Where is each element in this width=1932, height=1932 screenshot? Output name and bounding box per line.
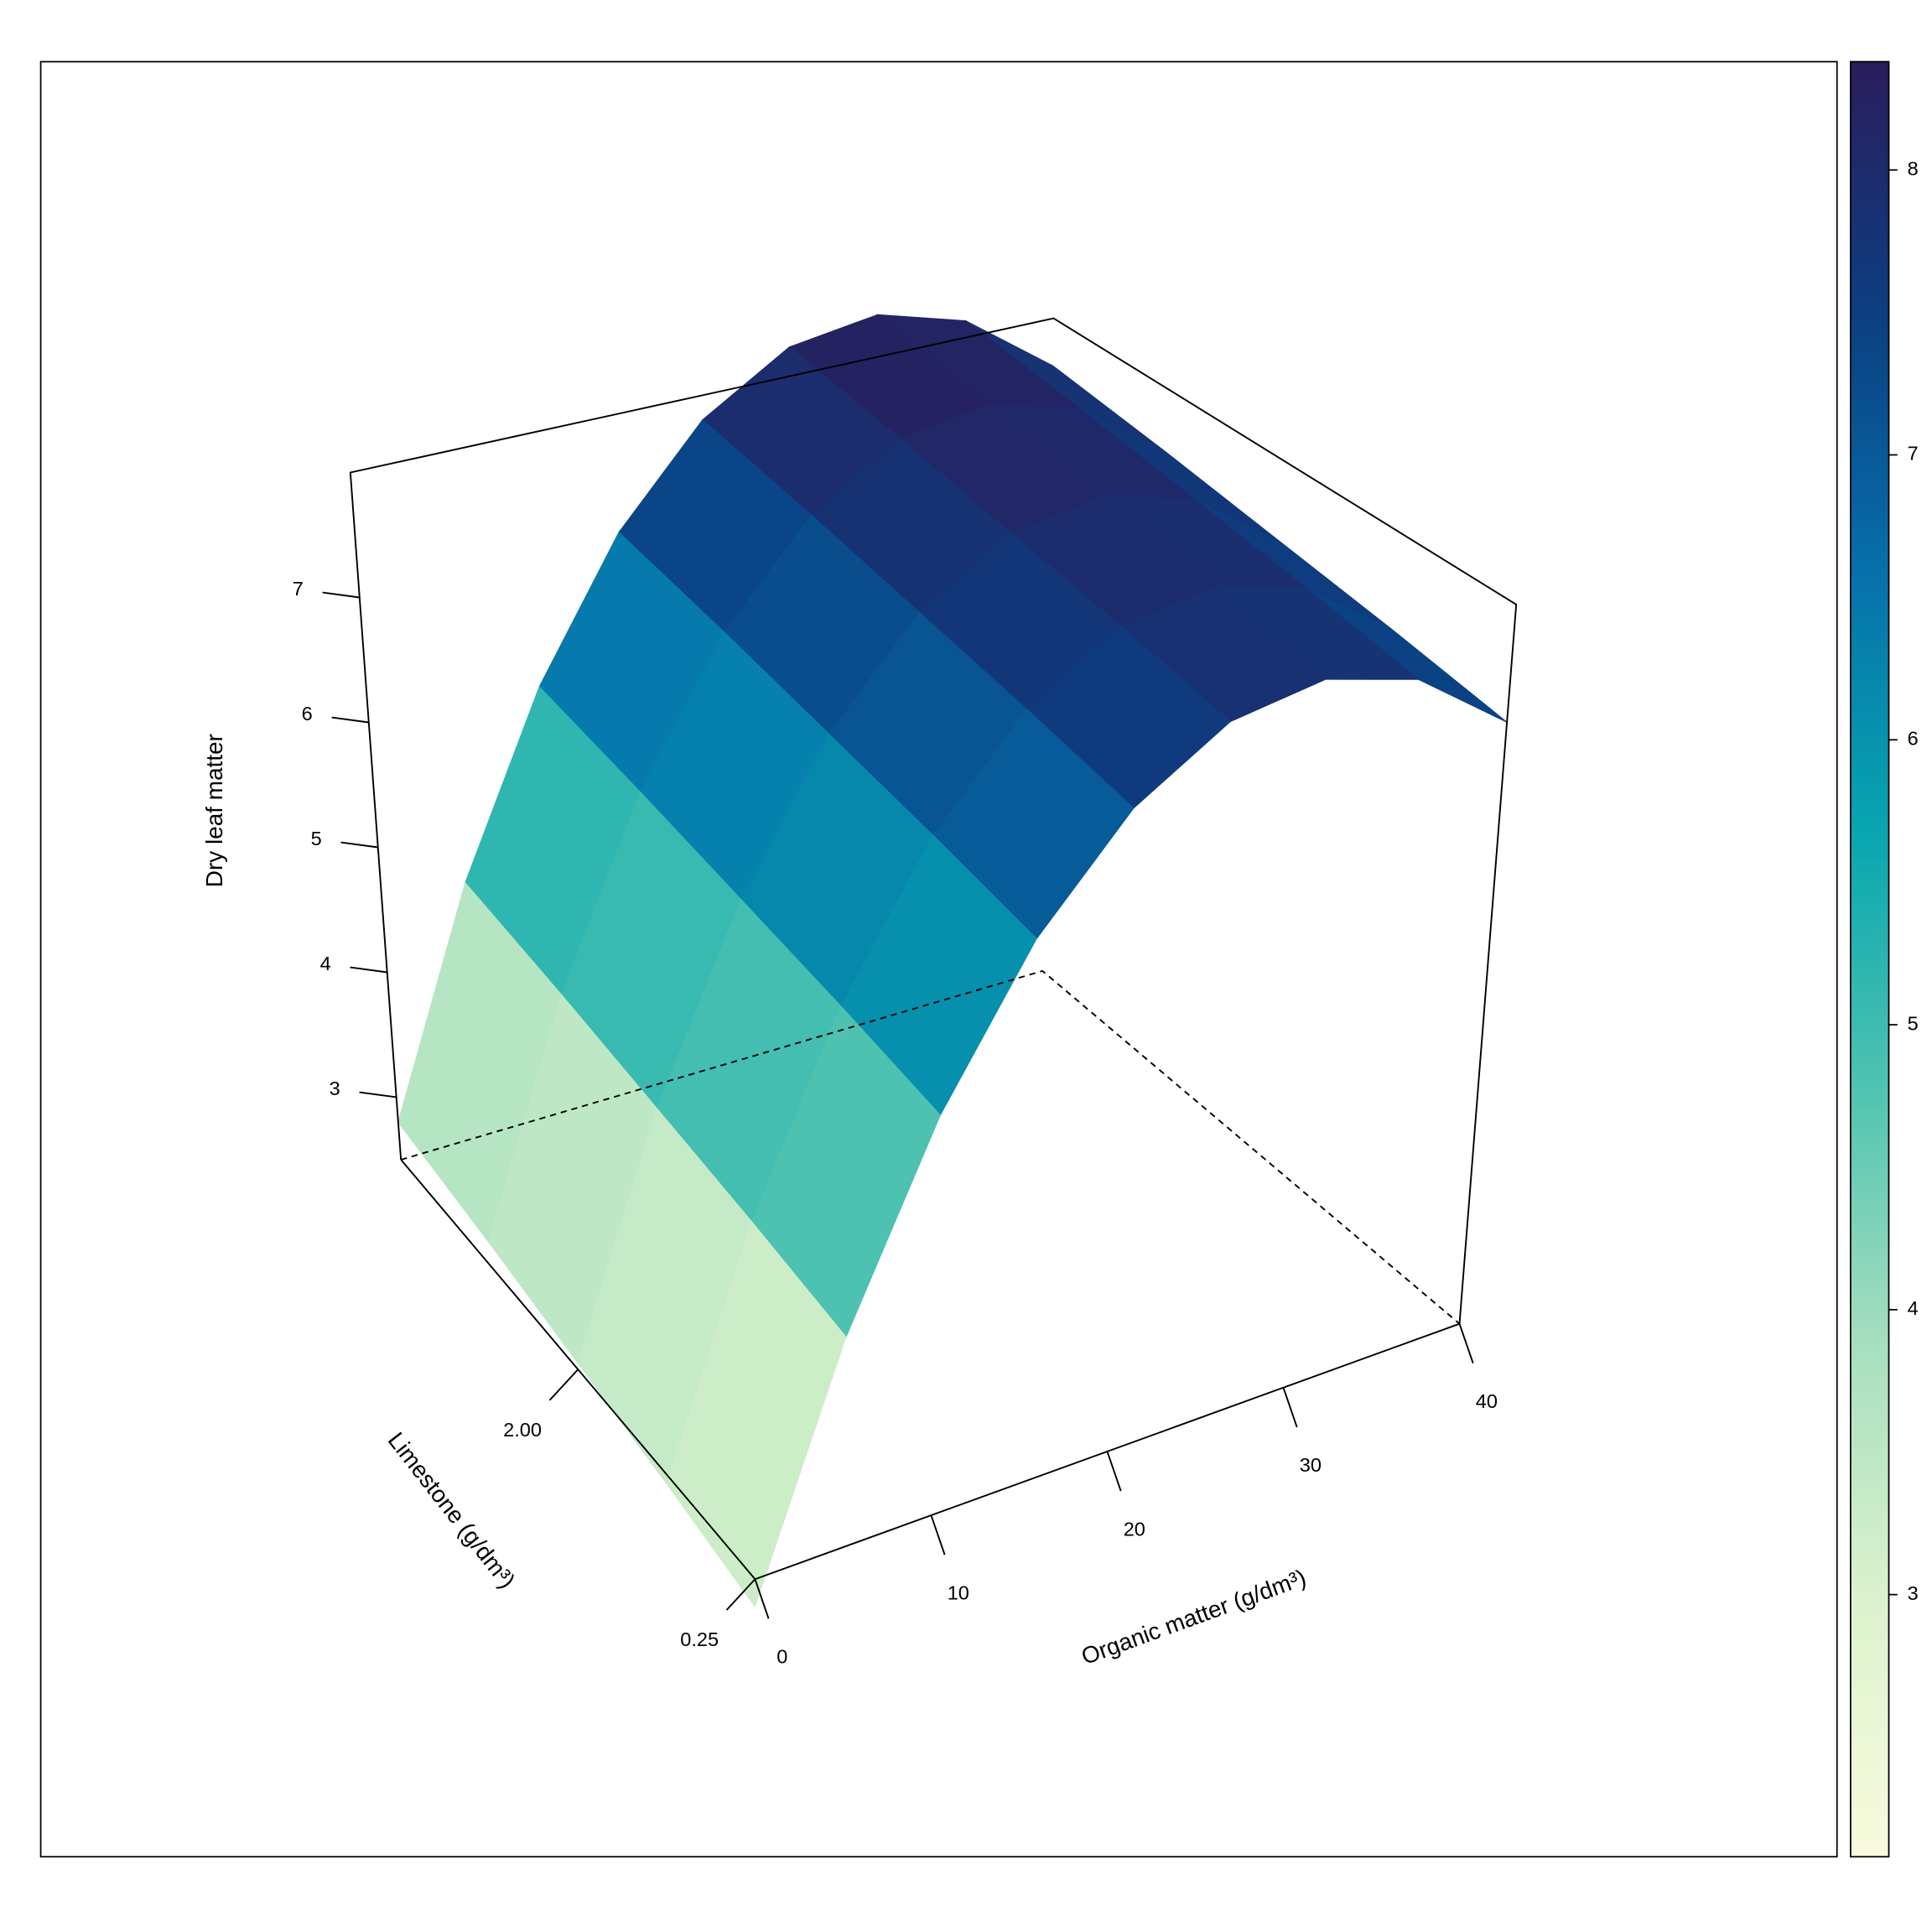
z-tick	[331, 716, 369, 724]
y-tick	[725, 1578, 756, 1611]
x-tick	[1458, 1323, 1474, 1364]
z-tick-label: 4	[320, 953, 331, 974]
z-tick-label: 6	[302, 703, 313, 724]
z-tick-label: 3	[330, 1078, 340, 1099]
z-tick	[350, 966, 387, 974]
colorbar-tick-label: 7	[1908, 443, 1919, 465]
x-tick-label: 10	[948, 1581, 969, 1603]
panel-border	[39, 60, 1838, 1858]
y-axis-label: Limestone (g/dm³)	[383, 1427, 521, 1593]
box-edge-hidden	[400, 969, 1461, 1325]
x-tick-label: 0	[776, 1646, 787, 1668]
x-tick	[1282, 1387, 1298, 1428]
colorbar-tick-label: 4	[1908, 1297, 1919, 1319]
z-tick	[359, 1091, 397, 1098]
colorbar-tick-label: 8	[1908, 158, 1919, 179]
z-tick	[340, 841, 378, 849]
x-tick	[930, 1514, 946, 1555]
surface-facet	[666, 1220, 847, 1608]
x-tick-label: 40	[1476, 1390, 1498, 1412]
y-tick-label: 2.00	[503, 1419, 542, 1441]
y-tick	[548, 1368, 579, 1401]
colorbar-tick-label: 3	[1908, 1582, 1919, 1604]
x-tick-label: 20	[1124, 1518, 1145, 1540]
x-tick	[1106, 1451, 1122, 1492]
colorbar	[1850, 60, 1890, 1858]
y-tick-label: 0.25	[680, 1628, 719, 1650]
x-tick-label: 30	[1300, 1454, 1322, 1476]
z-tick-label: 7	[293, 578, 304, 600]
z-tick	[322, 591, 360, 599]
colorbar-tick-label: 6	[1908, 727, 1919, 749]
box-edge	[349, 317, 1518, 1324]
x-tick	[754, 1578, 770, 1619]
z-axis-label: Dry leaf matter	[201, 734, 227, 887]
x-axis-label: Organic matter (g/dm³)	[1078, 1564, 1309, 1670]
surface	[397, 314, 1508, 1608]
z-tick-label: 5	[311, 828, 322, 849]
colorbar-tick-label: 5	[1908, 1012, 1919, 1034]
